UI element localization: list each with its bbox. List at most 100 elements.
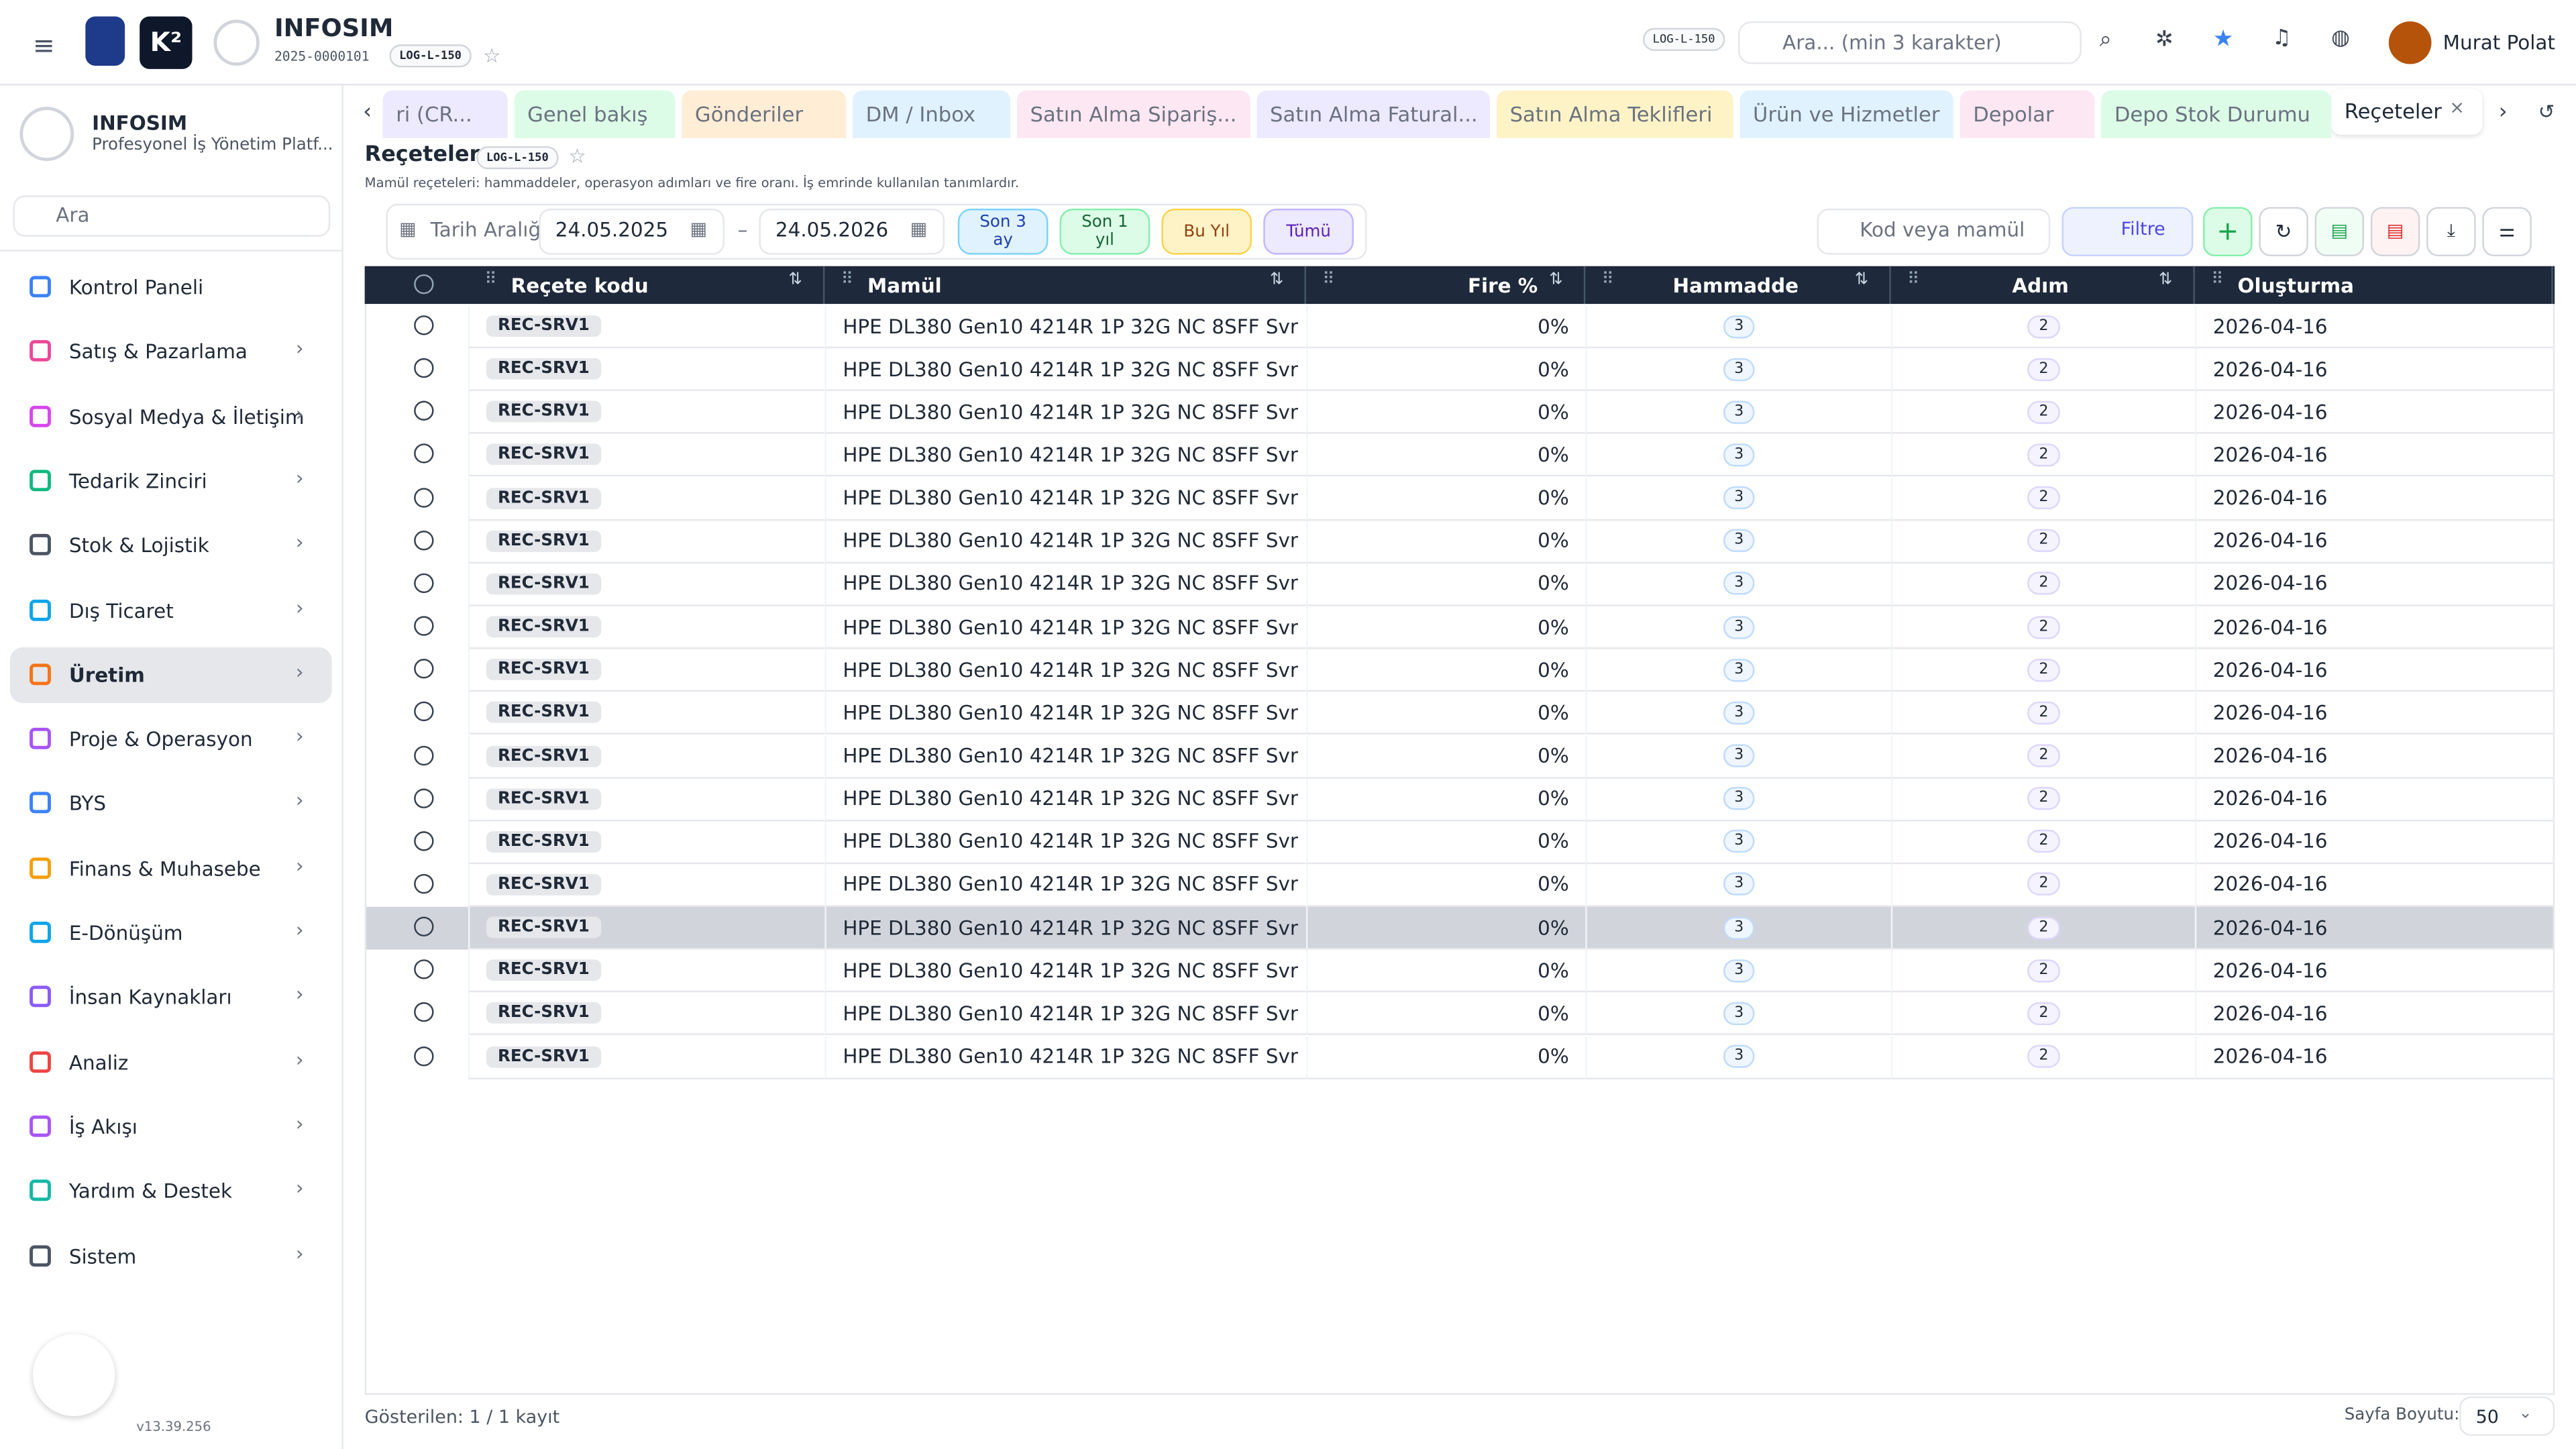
- row-select[interactable]: [414, 573, 434, 593]
- menu-item[interactable]: Analiz: [68, 1051, 129, 1074]
- preset-button[interactable]: Bu Yıl: [1161, 209, 1252, 255]
- add-button[interactable]: +: [2203, 207, 2253, 257]
- menu-item[interactable]: E-Dönüşüm: [68, 921, 183, 945]
- tabs-next[interactable]: ›: [2498, 100, 2508, 125]
- columns-button[interactable]: ⚌: [2482, 207, 2532, 257]
- menu-item[interactable]: Yardım & Destek: [68, 1179, 233, 1203]
- preset-button[interactable]: Tümü: [1263, 209, 1354, 255]
- menu-item[interactable]: Dış Ticaret: [68, 598, 174, 622]
- sidebar-search[interactable]: [13, 195, 331, 237]
- tab[interactable]: Depo Stok Durumu: [2101, 90, 2332, 138]
- table-cell: 0%: [1305, 777, 1586, 821]
- menu-item[interactable]: Finans & Muhasebe: [68, 857, 261, 880]
- page-size-select[interactable]: [2459, 1396, 2555, 1436]
- active-tab-label[interactable]: Reçeteler: [2344, 98, 2442, 123]
- menu-item[interactable]: Sistem: [68, 1244, 137, 1268]
- tab[interactable]: ri (CR...: [382, 90, 508, 138]
- avatar[interactable]: [2388, 21, 2432, 64]
- favorite[interactable]: ☆: [483, 44, 501, 68]
- row-select[interactable]: [414, 659, 434, 679]
- refresh-button[interactable]: ↻: [2259, 207, 2308, 257]
- global-search[interactable]: [1738, 21, 2082, 64]
- row-select[interactable]: [414, 1002, 434, 1023]
- table-cell: 2: [1890, 348, 2195, 392]
- icon-debug[interactable]: ✲: [2155, 28, 2174, 53]
- assistant[interactable]: [32, 1334, 115, 1417]
- row-select[interactable]: [414, 873, 434, 894]
- recipe-code: REC-SRV1: [486, 788, 601, 810]
- menu-item[interactable]: Üretim: [9, 647, 332, 703]
- row-select[interactable]: [414, 616, 434, 636]
- column-header[interactable]: Oluşturma: [2195, 266, 2553, 305]
- tabs-prev[interactable]: ‹: [363, 100, 372, 125]
- filter-button[interactable]: [2061, 207, 2194, 257]
- tab[interactable]: DM / Inbox: [853, 90, 1011, 138]
- tab[interactable]: Satın Alma Teklifleri: [1497, 90, 1733, 138]
- menu-item[interactable]: Sosyal Medya & İletişim: [68, 405, 305, 429]
- row-select[interactable]: [414, 530, 434, 550]
- column-header[interactable]: Reçete kodu: [468, 266, 825, 305]
- table-row[interactable]: [366, 907, 2553, 950]
- preset-button[interactable]: Son 3 ay: [957, 209, 1049, 255]
- row-select[interactable]: [414, 959, 434, 980]
- select-all[interactable]: [414, 274, 434, 294]
- menu-item[interactable]: Kontrol Paneli: [68, 276, 204, 299]
- menu-item[interactable]: Stok & Lojistik: [68, 534, 209, 557]
- icon-search[interactable]: ⌕: [2099, 28, 2112, 53]
- row-select[interactable]: [414, 315, 434, 335]
- row-select[interactable]: [414, 745, 434, 765]
- tab[interactable]: Satın Alma Sipariş...: [1016, 90, 1250, 138]
- date-end[interactable]: [759, 209, 945, 255]
- logo-pilot: [85, 16, 125, 66]
- row-select[interactable]: [414, 916, 434, 937]
- menu-button[interactable]: ≡: [32, 30, 55, 61]
- row-select[interactable]: [414, 830, 434, 851]
- row-select[interactable]: [414, 401, 434, 421]
- icon-globe[interactable]: ◍: [2331, 26, 2350, 51]
- column-header[interactable]: Adım: [1891, 266, 2195, 305]
- menu-item[interactable]: Tedarik Zinciri: [68, 470, 207, 493]
- filter-label[interactable]: Filtre: [2121, 218, 2165, 240]
- menu-item[interactable]: Proje & Operasyon: [68, 728, 253, 751]
- tab[interactable]: Satın Alma Fatural...: [1256, 90, 1491, 138]
- menu-item[interactable]: Satış & Pazarlama: [68, 340, 248, 364]
- page-favorite[interactable]: ☆: [568, 144, 586, 168]
- recipe-code: REC-SRV1: [486, 444, 601, 466]
- row-select[interactable]: [414, 702, 434, 722]
- tab[interactable]: Depolar: [1960, 90, 2095, 138]
- active-tab-close[interactable]: ×: [2449, 97, 2465, 119]
- tab[interactable]: Gönderiler: [682, 90, 847, 138]
- table-cell: 2: [1890, 520, 2195, 564]
- column-header[interactable]: Fire %: [1306, 266, 1586, 305]
- menu-item[interactable]: BYS: [68, 792, 107, 816]
- icon-star[interactable]: ★: [2212, 26, 2234, 53]
- menu-chevron: ›: [295, 918, 304, 942]
- excel-button[interactable]: ▤: [2314, 207, 2365, 257]
- user-name[interactable]: Murat Polat: [2443, 31, 2555, 54]
- download-button[interactable]: ⤓: [2426, 207, 2476, 257]
- date-start[interactable]: [539, 209, 725, 255]
- step-count: 2: [2027, 572, 2060, 596]
- row-select[interactable]: [414, 444, 434, 464]
- active-tab[interactable]: [2331, 89, 2483, 135]
- menu-item[interactable]: İnsan Kaynakları: [68, 986, 232, 1010]
- date-end-value[interactable]: 24.05.2026: [775, 218, 889, 242]
- column-header[interactable]: Mamül: [824, 266, 1306, 305]
- row-select[interactable]: [414, 1045, 434, 1066]
- column-header[interactable]: Hammadde: [1585, 266, 1891, 305]
- table-cell: 3: [1585, 520, 1891, 564]
- pdf-button[interactable]: ▤: [2370, 207, 2420, 257]
- table-search[interactable]: [1817, 209, 2051, 255]
- row-select[interactable]: [414, 788, 434, 808]
- icon-bell[interactable]: ♫: [2271, 26, 2292, 51]
- menu-item[interactable]: İş Akışı: [68, 1115, 138, 1138]
- preset-button[interactable]: Son 1 yıl: [1059, 209, 1150, 255]
- row-select[interactable]: [414, 358, 434, 378]
- history[interactable]: ↺: [2538, 100, 2555, 123]
- tab[interactable]: Genel bakış: [514, 90, 676, 138]
- page-size-value[interactable]: 50: [2475, 1406, 2499, 1428]
- tab[interactable]: Ürün ve Hizmetler: [1739, 90, 1953, 138]
- date-start-value[interactable]: 24.05.2025: [555, 218, 669, 242]
- material-count: 3: [1723, 787, 1756, 810]
- row-select[interactable]: [414, 487, 434, 507]
